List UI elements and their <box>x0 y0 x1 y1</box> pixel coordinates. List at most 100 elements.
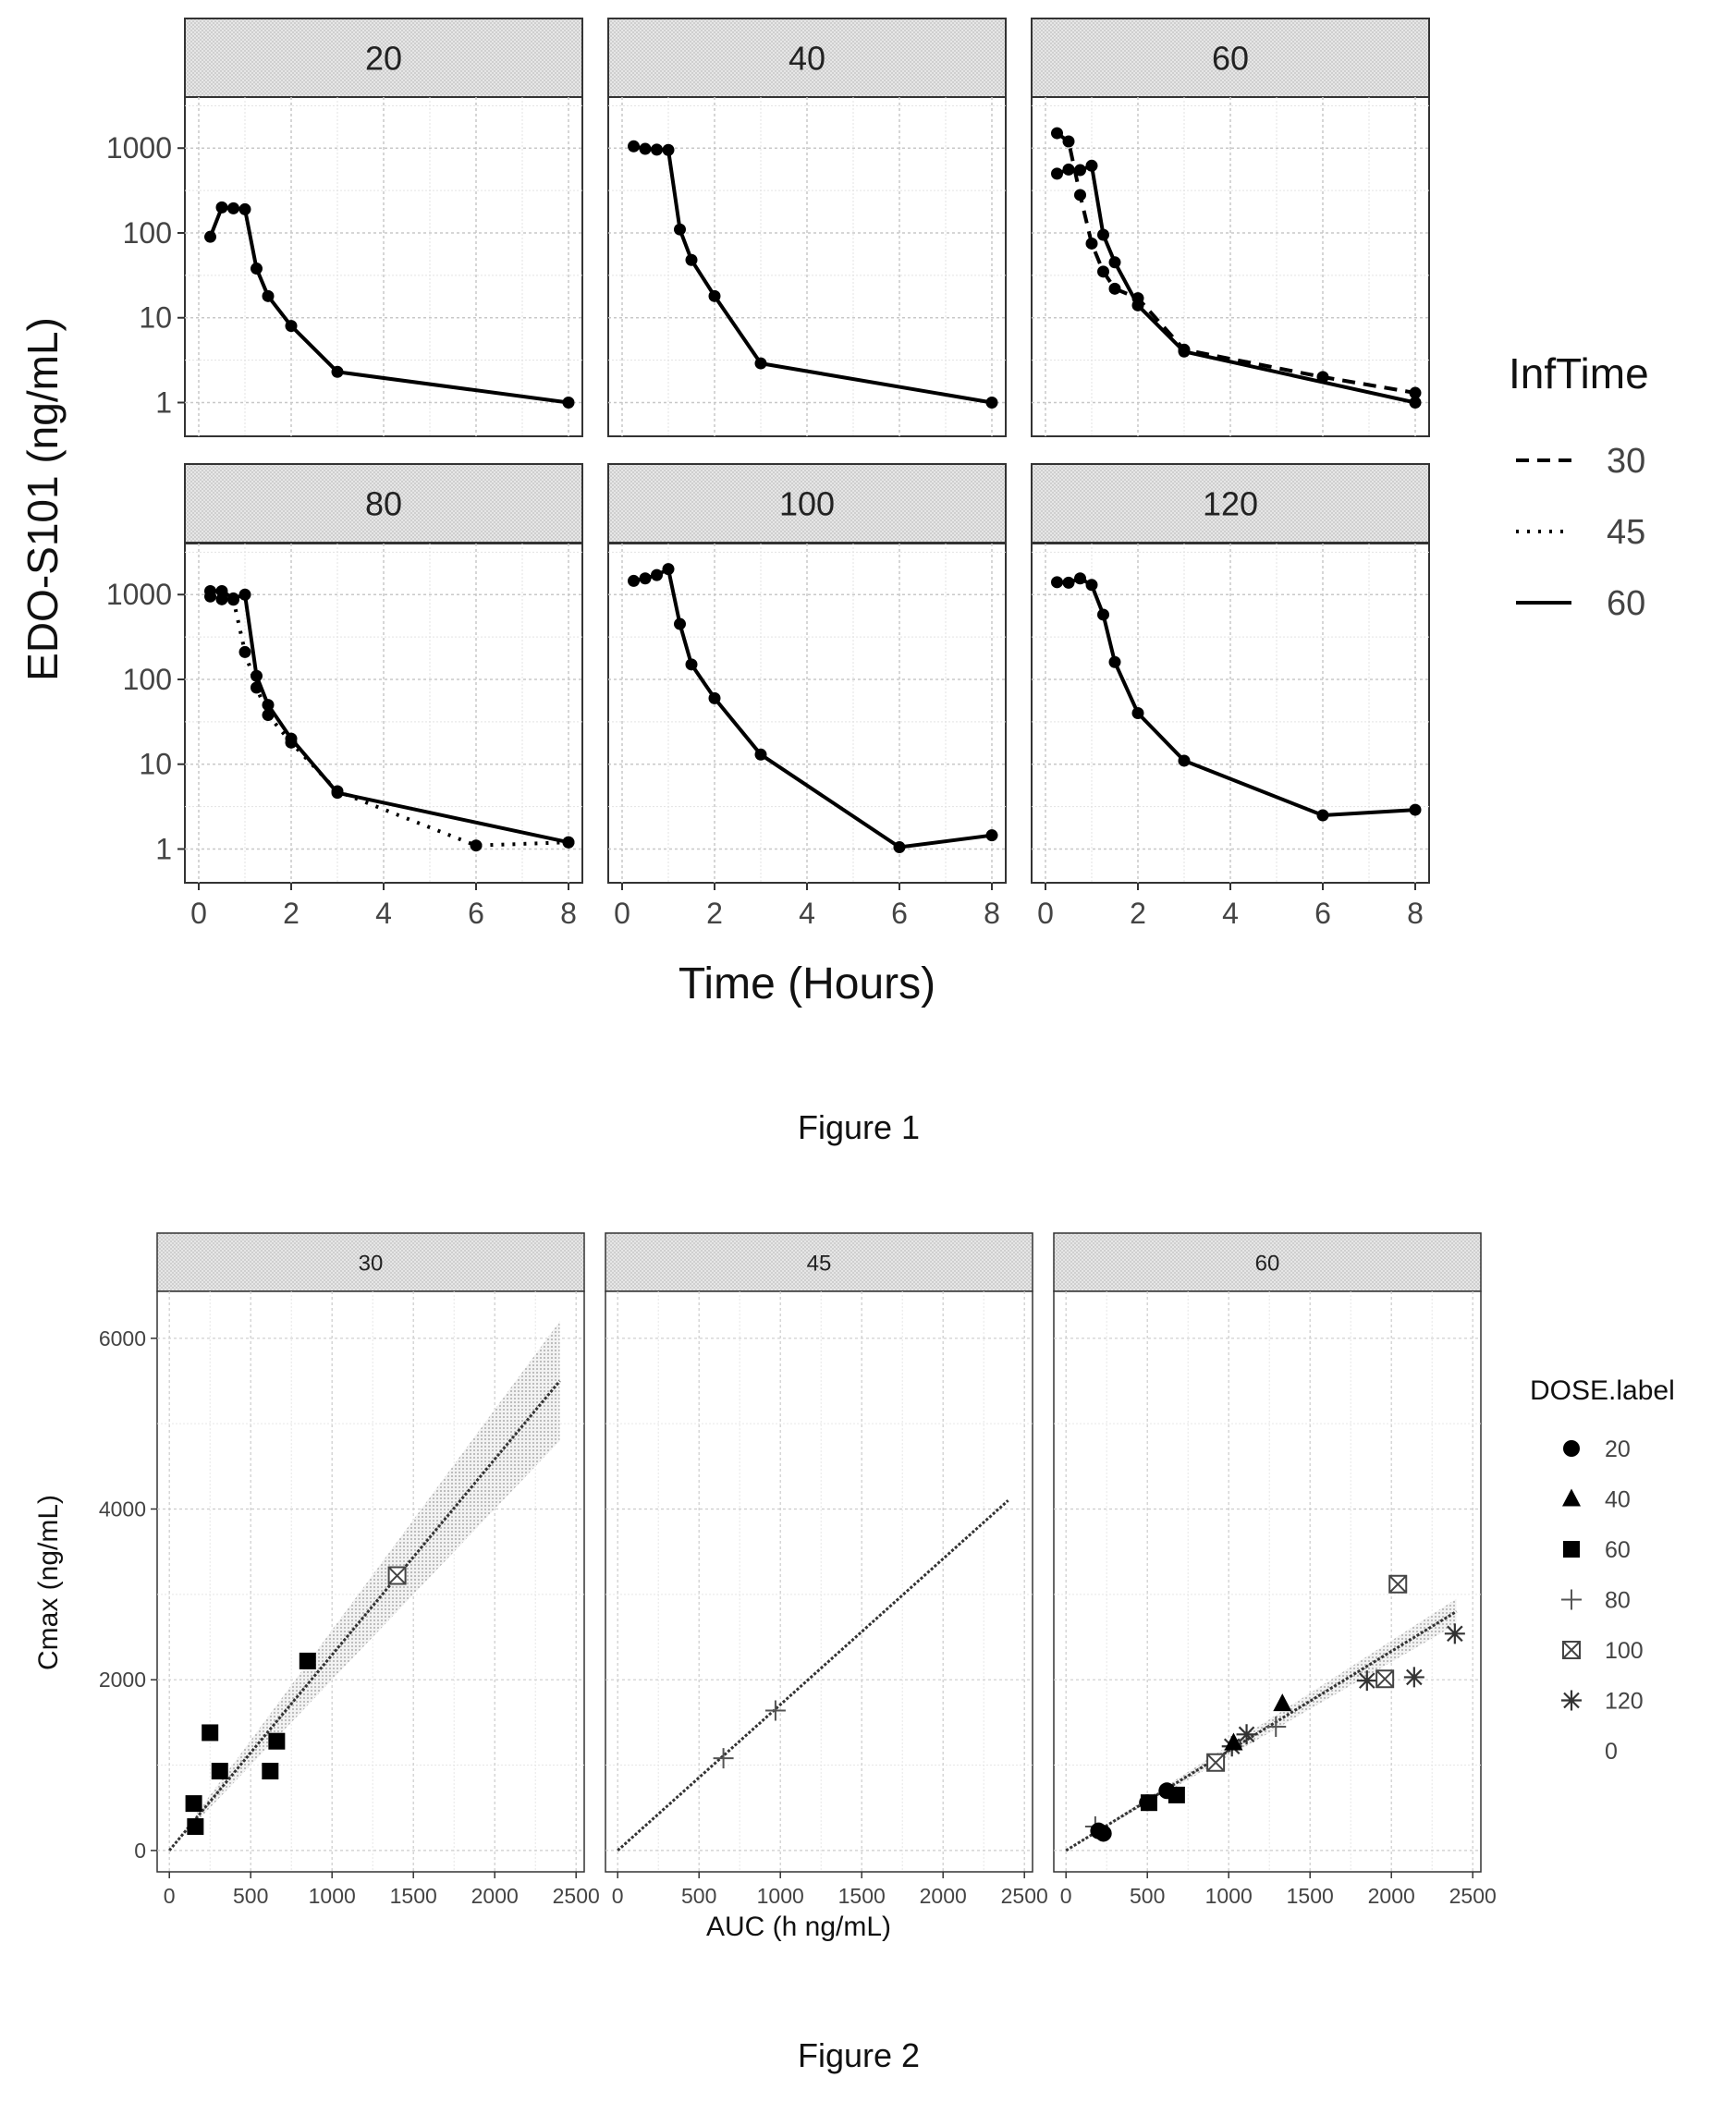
series-line-60 <box>1057 576 1416 817</box>
strip-label: 40 <box>789 40 825 78</box>
regression-line <box>1065 1610 1458 1852</box>
strip-label: 45 <box>807 1252 832 1277</box>
point-dose-40 <box>1562 1488 1581 1507</box>
panel-120: 120 0 2 4 6 8 <box>1031 463 1430 930</box>
panel-100: 100 0 2 4 6 8 <box>607 463 1007 930</box>
regression-line <box>168 1380 561 1851</box>
data-point <box>238 588 251 601</box>
confidence-band <box>169 1321 560 1851</box>
data-point <box>1108 655 1121 668</box>
x-tick-label: 4 <box>799 897 815 930</box>
x-tick-label: 2 <box>1130 897 1146 930</box>
point-dose-60 <box>1168 1786 1185 1803</box>
x-tick-label: 8 <box>560 897 577 930</box>
x-tick-label: 1500 <box>1287 1884 1334 1908</box>
legend-label: 0 <box>1605 1739 1618 1765</box>
strip-label: 60 <box>1255 1252 1280 1277</box>
y-tick-label: 4000 <box>99 1497 146 1522</box>
point-dose-60 <box>1563 1541 1580 1558</box>
point-dose-100 <box>1206 1753 1226 1772</box>
strip-60 <box>1031 18 1430 98</box>
data-point <box>1085 237 1098 250</box>
data-point <box>1051 167 1063 180</box>
legend-label: 80 <box>1605 1588 1631 1614</box>
point-dose-100 <box>1388 1574 1408 1594</box>
x-tick-label: 2000 <box>471 1884 519 1908</box>
y-tick-label: 10 <box>139 301 172 335</box>
legend-inftime: InfTime 30 45 60 <box>1509 349 1649 623</box>
x-tick-label: 4 <box>375 897 392 930</box>
x-tick-label: 0 <box>612 1884 624 1908</box>
x-tick-label: 1500 <box>838 1884 886 1908</box>
strip-80 <box>184 463 583 544</box>
x-tick-label: 1000 <box>309 1884 356 1908</box>
x-tick-label: 2500 <box>553 1884 600 1908</box>
x-tick-label: 6 <box>1314 897 1331 930</box>
data-point <box>893 841 906 854</box>
point-dose-60 <box>268 1732 286 1750</box>
legend-title: DOSE.label <box>1530 1375 1675 1406</box>
x-tick-label: 2000 <box>1368 1884 1415 1908</box>
x-tick-label: 1000 <box>757 1884 804 1908</box>
point-dose-60 <box>202 1724 219 1741</box>
data-point <box>708 289 721 302</box>
x-tick-label: 1500 <box>390 1884 437 1908</box>
legend-dose: DOSE.label 20 40 60 80 100 120 0 <box>1530 1375 1675 1765</box>
data-point <box>285 732 298 745</box>
legend-label: 30 <box>1607 442 1645 481</box>
strip-30 <box>156 1232 585 1292</box>
y-tick-label: 1000 <box>106 131 172 165</box>
data-point <box>628 140 640 153</box>
point-dose-80 <box>1265 1717 1287 1737</box>
x-tick-label: 2 <box>706 897 723 930</box>
data-point <box>651 143 663 156</box>
x-tick-label: 0 <box>1060 1884 1072 1908</box>
point-dose-20 <box>1094 1825 1112 1842</box>
x-tick-label: 8 <box>1407 897 1424 930</box>
x-tick-label: 2500 <box>1001 1884 1048 1908</box>
data-point <box>562 396 575 409</box>
data-point <box>1409 396 1422 409</box>
legend-label: 60 <box>1607 584 1645 623</box>
strip-label: 100 <box>779 485 835 523</box>
point-dose-120 <box>1403 1667 1424 1688</box>
legend-label: 60 <box>1605 1537 1631 1563</box>
x-tick-label: 500 <box>233 1884 268 1908</box>
data-point <box>238 202 251 215</box>
data-point <box>227 592 239 605</box>
data-point <box>1097 608 1109 621</box>
series-line-60 <box>633 567 993 849</box>
data-point <box>674 223 686 236</box>
strip-label: 80 <box>365 485 402 523</box>
data-point <box>470 839 483 852</box>
data-point <box>562 836 575 849</box>
data-point <box>1085 579 1098 592</box>
point-dose-60 <box>211 1763 228 1780</box>
point-dose-60 <box>299 1652 316 1669</box>
x-tick-label: 0 <box>1037 897 1054 930</box>
data-point <box>1062 135 1075 148</box>
data-point <box>1097 265 1109 278</box>
data-point <box>754 357 767 370</box>
point-dose-120 <box>1356 1670 1377 1692</box>
y-tick-label: 100 <box>123 663 172 696</box>
data-point <box>285 320 298 333</box>
data-point <box>651 568 663 581</box>
x-tick-label: 6 <box>468 897 484 930</box>
data-point <box>1074 164 1086 177</box>
legend-label: 100 <box>1605 1638 1644 1664</box>
data-point <box>685 253 698 266</box>
data-point <box>1131 299 1144 312</box>
data-point <box>1108 282 1121 295</box>
regression-line <box>617 1499 1009 1852</box>
point-dose-120 <box>1236 1724 1257 1745</box>
data-point <box>331 365 344 378</box>
panel-80: 80 1 10 100 1000 0 2 4 6 8 <box>106 463 583 930</box>
data-point <box>1178 754 1191 767</box>
strip-label: 120 <box>1203 485 1258 523</box>
data-point <box>1097 228 1109 241</box>
x-axis-title: AUC (h ng/mL) <box>706 1912 891 1942</box>
data-point <box>215 593 228 605</box>
data-point <box>1108 256 1121 269</box>
